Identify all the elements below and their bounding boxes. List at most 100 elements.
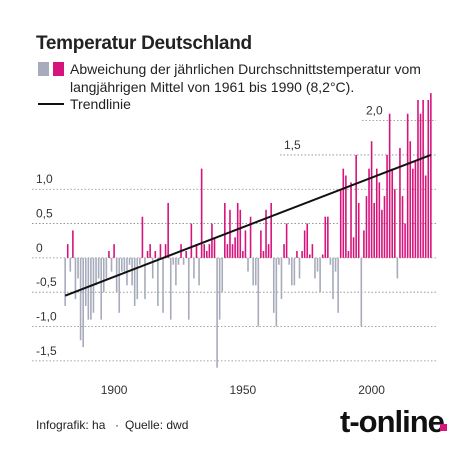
bar [167, 202, 169, 258]
bar [200, 168, 203, 258]
bar [151, 257, 154, 279]
bar [136, 257, 139, 300]
bar [249, 216, 252, 258]
x-tick-label: 1900 [101, 383, 128, 397]
bar [244, 230, 247, 258]
bar [329, 257, 332, 265]
bar [388, 113, 391, 258]
bar [216, 257, 218, 368]
bar [283, 244, 285, 258]
bar [133, 257, 136, 306]
bar [288, 257, 291, 265]
trend-line [64, 153, 432, 297]
bar [357, 202, 360, 258]
bar [254, 257, 257, 286]
bar [231, 244, 234, 258]
bar [213, 237, 216, 258]
bar [64, 257, 66, 306]
bar [409, 141, 412, 258]
legend-label: Abweichung der jährlichen Durchschnittst… [70, 61, 421, 95]
bar [236, 202, 239, 258]
bar [102, 257, 105, 293]
bar [82, 257, 84, 348]
bar [144, 257, 146, 300]
bar [334, 257, 337, 272]
bar [159, 244, 162, 258]
logo: t-online [340, 404, 445, 439]
bar [69, 257, 72, 272]
y-tick-label: 0,5 [36, 207, 53, 221]
source: Quelle: dwd [125, 418, 188, 432]
bar [224, 202, 226, 258]
y-tick-label: 2,0 [366, 104, 383, 118]
bar [157, 257, 159, 306]
legend-trend: Trendlinie [70, 96, 131, 112]
bar [347, 251, 350, 258]
bar [141, 216, 144, 258]
bar [393, 189, 396, 258]
bar [401, 196, 404, 258]
y-tick-label: 1,5 [284, 138, 301, 152]
bar [301, 251, 303, 258]
bar [406, 113, 409, 258]
bar [272, 257, 275, 313]
bar [345, 175, 347, 258]
bar [97, 257, 100, 279]
bar [185, 251, 187, 258]
bar [270, 202, 272, 258]
bar [285, 223, 288, 258]
bar [375, 168, 378, 258]
bar [100, 257, 103, 320]
bar [368, 168, 370, 258]
bar [247, 257, 249, 272]
bar [118, 257, 121, 313]
bar [427, 100, 430, 258]
bar [430, 93, 432, 258]
bar [208, 244, 211, 258]
bar [252, 257, 254, 286]
bar [339, 189, 342, 258]
bar [319, 257, 321, 293]
bar [311, 244, 314, 258]
bar [314, 257, 316, 279]
bar [229, 209, 231, 258]
bar [190, 223, 193, 258]
bar [316, 257, 319, 272]
bar [149, 244, 151, 258]
y-tick-label: 0 [36, 241, 43, 255]
bar [381, 209, 383, 258]
bar [378, 182, 381, 258]
bar [66, 244, 69, 258]
bar [309, 254, 311, 258]
bar [306, 223, 309, 258]
bar [87, 257, 90, 320]
x-tick-label: 1950 [229, 383, 256, 397]
credit: Infografik: ha [36, 418, 106, 432]
legend-swatch-positive [53, 62, 64, 76]
bar [226, 244, 229, 258]
bar [386, 154, 388, 258]
bar [128, 257, 131, 265]
bar [162, 257, 164, 313]
bar [72, 230, 74, 258]
bar [198, 257, 200, 286]
bar [373, 202, 375, 258]
bar [113, 244, 115, 258]
bar [169, 257, 172, 320]
bar [211, 223, 213, 258]
bar [414, 161, 417, 258]
bar [404, 223, 406, 258]
bar [365, 196, 368, 258]
bar [350, 182, 352, 258]
bar [121, 257, 123, 272]
bar [342, 168, 345, 258]
bar [352, 237, 355, 258]
bar [77, 257, 79, 279]
bar [154, 251, 157, 258]
bar [257, 257, 260, 327]
bar [187, 257, 190, 320]
bar [396, 257, 399, 279]
bar [422, 100, 424, 258]
bar [218, 257, 221, 320]
